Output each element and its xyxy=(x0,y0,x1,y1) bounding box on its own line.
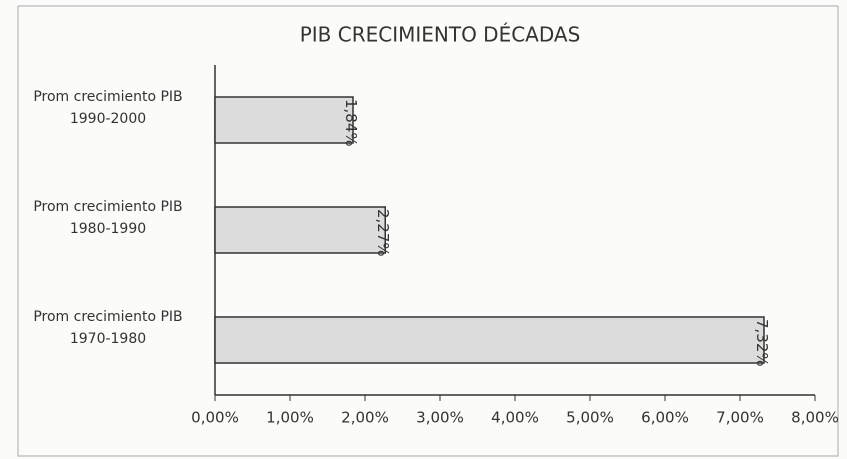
bar xyxy=(214,96,354,144)
x-tick-label: 1,00% xyxy=(266,409,314,427)
y-tick-label: Prom crecimiento PIB 1980-1990 xyxy=(33,199,183,237)
y-tick-label: Prom crecimiento PIB 1990-2000 xyxy=(33,89,183,127)
x-tick-label: 5,00% xyxy=(566,409,614,427)
x-tick-label: 8,00% xyxy=(791,409,839,427)
chart-title: PIB CRECIMIENTO DÉCADAS xyxy=(300,23,581,47)
bar xyxy=(214,206,386,254)
x-tick-label: 0,00% xyxy=(191,409,239,427)
value-label: 7,32% xyxy=(753,319,771,367)
value-label: 1,84% xyxy=(342,99,360,147)
x-tick-label: 4,00% xyxy=(491,409,539,427)
x-tick-label: 6,00% xyxy=(641,409,689,427)
value-label: 2,27% xyxy=(374,209,392,257)
frame xyxy=(17,5,839,457)
y-tick-label: Prom crecimiento PIB 1970-1980 xyxy=(33,309,183,347)
bar xyxy=(214,316,765,364)
x-tick-label: 2,00% xyxy=(341,409,389,427)
x-tick-label: 3,00% xyxy=(416,409,464,427)
x-tick-label: 7,00% xyxy=(716,409,764,427)
